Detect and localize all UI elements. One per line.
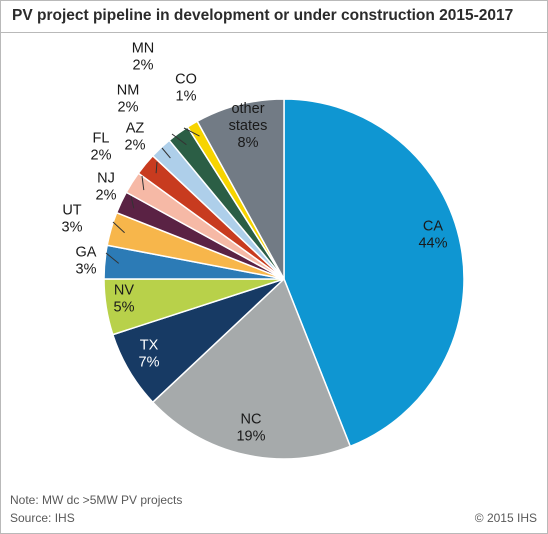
- slice-label-nv: NV 5%: [114, 283, 135, 316]
- leader-line-fl: [141, 175, 145, 191]
- chart-source: Source: IHS: [10, 511, 75, 525]
- leader-line-nm: [161, 147, 171, 159]
- leader-line-az: [155, 161, 158, 174]
- pie-slice-nc: [151, 277, 352, 460]
- slice-label-mn: MN 2%: [132, 41, 155, 74]
- chart-title: PV project pipeline in development or un…: [12, 7, 514, 24]
- slice-label-other-states: other states 8%: [229, 101, 268, 151]
- chart-copyright: © 2015 IHS: [474, 511, 537, 525]
- slice-label-ut: UT 3%: [62, 203, 83, 236]
- title-divider: [1, 32, 547, 33]
- slice-label-co: CO 1%: [175, 72, 197, 105]
- pie-slices: [103, 98, 465, 460]
- leader-line-ut: [112, 221, 125, 234]
- slice-labels: CA 44% NC 19% TX 7% NV 5% GA 3% UT 3% NJ 2% FL 2% AZ 2% NM…: [62, 41, 448, 445]
- leader-lines: [105, 127, 200, 264]
- slice-label-nm: NM 2%: [117, 83, 140, 116]
- slice-label-nc: NC 19%: [236, 412, 265, 445]
- slice-label-ca: CA 44%: [418, 219, 447, 252]
- slice-label-az: AZ 2%: [125, 121, 146, 154]
- slice-label-tx: TX 7%: [139, 338, 160, 371]
- chart-note: Note: MW dc >5MW PV projects: [10, 493, 183, 507]
- slice-label-fl: FL 2%: [91, 131, 112, 164]
- pie-slice-other-states: [196, 98, 285, 280]
- pie-slice-ca: [283, 98, 465, 448]
- leader-line-ga: [105, 252, 120, 264]
- slice-label-nj: NJ 2%: [96, 171, 117, 204]
- slice-label-ga: GA 3%: [76, 245, 97, 278]
- leader-line-nj: [130, 195, 135, 209]
- leader-line-co: [183, 127, 200, 137]
- leader-line-mn: [171, 133, 187, 146]
